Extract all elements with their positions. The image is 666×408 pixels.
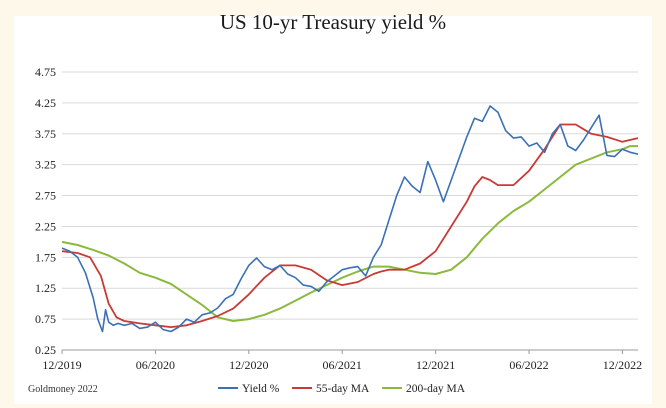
x-tick-label: 06/2020 xyxy=(136,358,175,372)
legend-label: 55-day MA xyxy=(316,383,370,395)
x-tick-label: 12/2021 xyxy=(416,358,455,372)
y-tick-label: 0.25 xyxy=(35,343,56,357)
x-tick-label: 06/2021 xyxy=(323,358,362,372)
y-tick-label: 1.75 xyxy=(35,250,56,264)
legend-label: Yield % xyxy=(242,383,280,395)
chart-panel xyxy=(14,16,652,404)
legend-label: 200-day MA xyxy=(406,383,466,395)
y-tick-label: 3.75 xyxy=(35,127,56,141)
x-tick-label: 12/2019 xyxy=(42,358,81,372)
chart-title: US 10-yr Treasury yield % xyxy=(219,10,447,34)
x-tick-label: 12/2022 xyxy=(603,358,642,372)
source-note: Goldmoney 2022 xyxy=(28,384,98,395)
y-tick-label: 2.75 xyxy=(35,189,56,203)
x-tick-label: 12/2020 xyxy=(229,358,268,372)
y-tick-label: 4.75 xyxy=(35,65,56,79)
ma55-line xyxy=(61,123,639,328)
y-tick-label: 1.25 xyxy=(35,281,56,295)
y-tick-label: 3.25 xyxy=(35,158,56,172)
y-tick-label: 2.25 xyxy=(35,219,56,233)
x-tick-label: 06/2022 xyxy=(509,358,548,372)
y-tick-label: 0.75 xyxy=(35,312,56,326)
ma200-line xyxy=(61,145,638,322)
yield-line xyxy=(61,105,639,333)
y-tick-label: 4.25 xyxy=(35,96,56,110)
